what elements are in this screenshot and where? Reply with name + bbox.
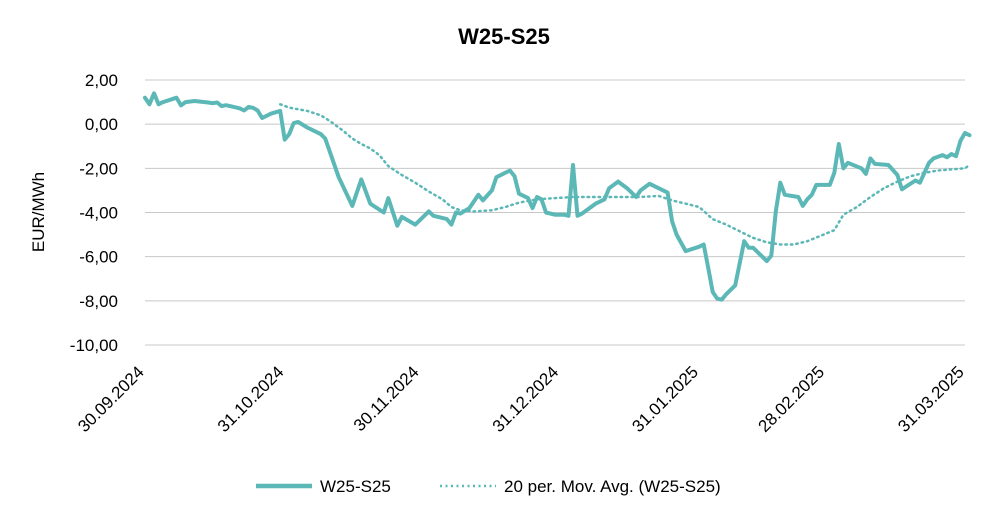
y-tick-label: -8,00 xyxy=(79,292,118,311)
series-lines xyxy=(143,91,972,302)
x-tick-label: 30.11.2024 xyxy=(350,362,423,435)
y-tick-label: -4,00 xyxy=(79,204,118,223)
x-tick-label: 30.09.2024 xyxy=(74,362,148,436)
y-tick-labels: 2,00 0,00 -2,00 -4,00 -6,00 -8,00 -10,00 xyxy=(70,71,118,355)
gridlines xyxy=(145,79,965,346)
x-tick-labels: 30.09.2024 31.10.2024 30.11.2024 31.12.2024… xyxy=(74,362,968,436)
series-line-moving-average xyxy=(278,103,971,246)
legend-label-w25-s25: W25-S25 xyxy=(320,477,391,496)
y-tick-label: -2,00 xyxy=(79,159,118,178)
y-tick-label: 2,00 xyxy=(85,71,118,90)
legend: W25-S25 20 per. Mov. Avg. (W25-S25) xyxy=(256,477,721,496)
series-line-w25-s25 xyxy=(143,91,972,302)
y-axis-label: EUR/MWh xyxy=(29,172,48,252)
y-tick-label: -6,00 xyxy=(79,248,118,267)
x-tick-label: 31.10.2024 xyxy=(214,362,288,436)
x-tick-label: 31.12.2024 xyxy=(489,362,563,436)
x-tick-label: 31.03.2025 xyxy=(894,362,968,436)
x-tick-label: 31.01.2025 xyxy=(628,362,702,436)
legend-label-moving-average: 20 per. Mov. Avg. (W25-S25) xyxy=(504,477,721,496)
x-tick-label: 28.02.2025 xyxy=(755,362,829,436)
y-tick-label: -10,00 xyxy=(70,336,118,355)
y-tick-label: 0,00 xyxy=(85,115,118,134)
chart-title: W25-S25 xyxy=(458,24,550,49)
